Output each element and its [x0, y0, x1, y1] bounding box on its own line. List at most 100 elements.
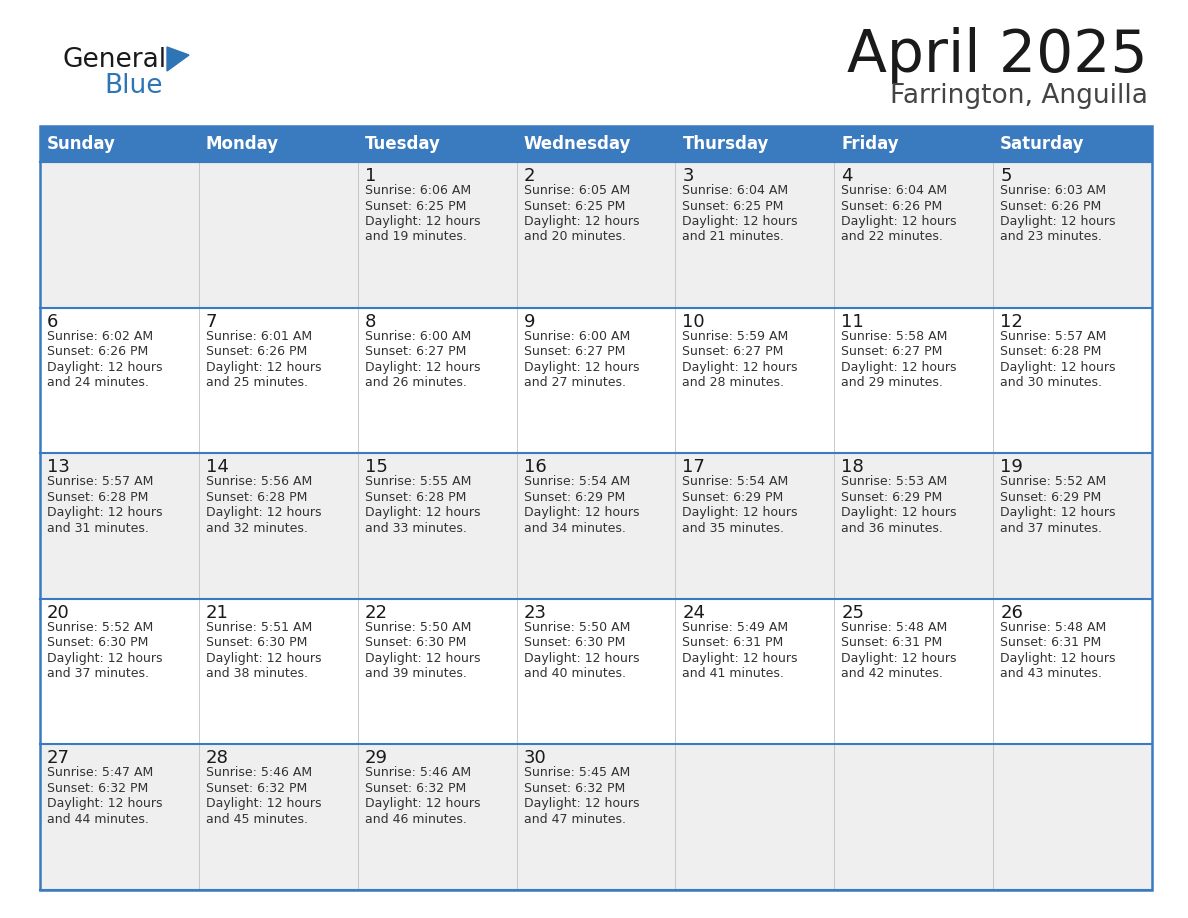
Text: 20: 20 — [48, 604, 70, 621]
Text: Sunset: 6:25 PM: Sunset: 6:25 PM — [365, 199, 466, 212]
Text: Sunset: 6:32 PM: Sunset: 6:32 PM — [365, 782, 466, 795]
Bar — [676, 308, 834, 453]
Text: 24: 24 — [682, 604, 706, 621]
Text: Sunrise: 5:54 AM: Sunrise: 5:54 AM — [682, 476, 789, 488]
Text: Sunrise: 5:53 AM: Sunrise: 5:53 AM — [841, 476, 948, 488]
Text: Sunday: Sunday — [48, 135, 116, 153]
Bar — [676, 599, 834, 744]
Bar — [517, 599, 676, 744]
Text: 13: 13 — [48, 458, 70, 476]
Text: and 41 minutes.: and 41 minutes. — [682, 667, 784, 680]
Text: Daylight: 12 hours: Daylight: 12 hours — [682, 215, 798, 228]
Text: and 42 minutes.: and 42 minutes. — [841, 667, 943, 680]
Text: Sunset: 6:30 PM: Sunset: 6:30 PM — [365, 636, 466, 649]
Text: and 21 minutes.: and 21 minutes. — [682, 230, 784, 243]
Text: and 46 minutes.: and 46 minutes. — [365, 813, 467, 826]
Text: Daylight: 12 hours: Daylight: 12 hours — [365, 215, 480, 228]
Bar — [40, 308, 198, 453]
Bar — [358, 162, 517, 308]
Text: Sunset: 6:26 PM: Sunset: 6:26 PM — [841, 199, 942, 212]
Bar — [198, 126, 358, 162]
Text: Monday: Monday — [206, 135, 279, 153]
Text: Sunrise: 5:48 AM: Sunrise: 5:48 AM — [841, 621, 948, 633]
Text: and 44 minutes.: and 44 minutes. — [48, 813, 148, 826]
Text: Blue: Blue — [105, 73, 163, 99]
Text: Daylight: 12 hours: Daylight: 12 hours — [1000, 215, 1116, 228]
Text: Sunset: 6:25 PM: Sunset: 6:25 PM — [682, 199, 784, 212]
Text: 21: 21 — [206, 604, 229, 621]
Bar — [993, 599, 1152, 744]
Text: Daylight: 12 hours: Daylight: 12 hours — [682, 652, 798, 665]
Text: and 27 minutes.: and 27 minutes. — [524, 376, 626, 389]
Text: and 39 minutes.: and 39 minutes. — [365, 667, 467, 680]
Text: Sunrise: 5:56 AM: Sunrise: 5:56 AM — [206, 476, 312, 488]
Text: and 35 minutes.: and 35 minutes. — [682, 521, 784, 534]
Text: Sunrise: 5:55 AM: Sunrise: 5:55 AM — [365, 476, 472, 488]
Text: 7: 7 — [206, 313, 217, 330]
Text: Daylight: 12 hours: Daylight: 12 hours — [365, 798, 480, 811]
Bar — [676, 453, 834, 599]
Bar — [358, 744, 517, 890]
Bar — [834, 599, 993, 744]
Bar — [40, 453, 198, 599]
Text: Daylight: 12 hours: Daylight: 12 hours — [48, 652, 163, 665]
Bar — [834, 126, 993, 162]
Text: Daylight: 12 hours: Daylight: 12 hours — [1000, 506, 1116, 520]
Text: Sunset: 6:31 PM: Sunset: 6:31 PM — [841, 636, 942, 649]
Text: Daylight: 12 hours: Daylight: 12 hours — [524, 798, 639, 811]
Text: Sunrise: 5:48 AM: Sunrise: 5:48 AM — [1000, 621, 1106, 633]
Text: Sunrise: 5:49 AM: Sunrise: 5:49 AM — [682, 621, 789, 633]
Text: 26: 26 — [1000, 604, 1023, 621]
Text: Daylight: 12 hours: Daylight: 12 hours — [841, 652, 956, 665]
Text: Daylight: 12 hours: Daylight: 12 hours — [48, 798, 163, 811]
Text: 17: 17 — [682, 458, 706, 476]
Text: Sunrise: 5:52 AM: Sunrise: 5:52 AM — [48, 621, 153, 633]
Text: April 2025: April 2025 — [847, 28, 1148, 84]
Text: 12: 12 — [1000, 313, 1023, 330]
Text: and 22 minutes.: and 22 minutes. — [841, 230, 943, 243]
Text: Sunrise: 5:46 AM: Sunrise: 5:46 AM — [365, 767, 470, 779]
Bar — [198, 453, 358, 599]
Text: Sunrise: 6:02 AM: Sunrise: 6:02 AM — [48, 330, 153, 342]
Text: Daylight: 12 hours: Daylight: 12 hours — [48, 506, 163, 520]
Text: and 26 minutes.: and 26 minutes. — [365, 376, 467, 389]
Text: and 29 minutes.: and 29 minutes. — [841, 376, 943, 389]
Text: and 19 minutes.: and 19 minutes. — [365, 230, 467, 243]
Bar — [198, 599, 358, 744]
Text: Sunrise: 6:05 AM: Sunrise: 6:05 AM — [524, 184, 630, 197]
Text: Sunset: 6:26 PM: Sunset: 6:26 PM — [1000, 199, 1101, 212]
Text: and 20 minutes.: and 20 minutes. — [524, 230, 626, 243]
Text: 9: 9 — [524, 313, 535, 330]
Text: 28: 28 — [206, 749, 229, 767]
Bar — [676, 744, 834, 890]
Text: Sunset: 6:25 PM: Sunset: 6:25 PM — [524, 199, 625, 212]
Text: Daylight: 12 hours: Daylight: 12 hours — [682, 506, 798, 520]
Text: 6: 6 — [48, 313, 58, 330]
Text: Sunset: 6:29 PM: Sunset: 6:29 PM — [841, 491, 942, 504]
Text: 3: 3 — [682, 167, 694, 185]
Text: Sunrise: 5:58 AM: Sunrise: 5:58 AM — [841, 330, 948, 342]
Text: Sunset: 6:29 PM: Sunset: 6:29 PM — [1000, 491, 1101, 504]
Text: Sunset: 6:31 PM: Sunset: 6:31 PM — [1000, 636, 1101, 649]
Text: Thursday: Thursday — [682, 135, 769, 153]
Bar — [358, 126, 517, 162]
Bar — [517, 308, 676, 453]
Text: Sunrise: 5:50 AM: Sunrise: 5:50 AM — [365, 621, 472, 633]
Text: 4: 4 — [841, 167, 853, 185]
Bar — [358, 308, 517, 453]
Text: and 36 minutes.: and 36 minutes. — [841, 521, 943, 534]
Text: Sunset: 6:28 PM: Sunset: 6:28 PM — [206, 491, 308, 504]
Text: and 37 minutes.: and 37 minutes. — [48, 667, 148, 680]
Text: Daylight: 12 hours: Daylight: 12 hours — [524, 506, 639, 520]
Text: 16: 16 — [524, 458, 546, 476]
Text: 27: 27 — [48, 749, 70, 767]
Text: Sunset: 6:31 PM: Sunset: 6:31 PM — [682, 636, 784, 649]
Text: Sunset: 6:28 PM: Sunset: 6:28 PM — [48, 491, 148, 504]
Text: Daylight: 12 hours: Daylight: 12 hours — [365, 506, 480, 520]
Text: 8: 8 — [365, 313, 377, 330]
Text: Friday: Friday — [841, 135, 899, 153]
Bar — [993, 308, 1152, 453]
Text: Farrington, Anguilla: Farrington, Anguilla — [890, 83, 1148, 109]
Text: 14: 14 — [206, 458, 229, 476]
Text: 29: 29 — [365, 749, 387, 767]
